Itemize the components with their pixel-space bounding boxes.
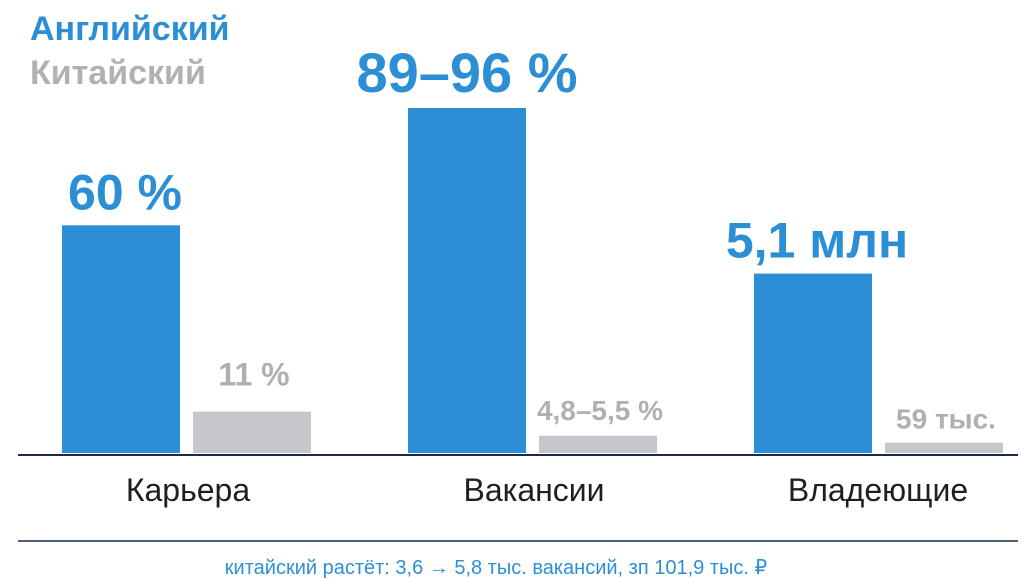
bar-english-speakers [754,273,872,453]
bar-english-vacancies [408,108,526,453]
value-label-english-speakers: 5,1 млн [726,213,908,269]
footnote: китайский растёт: 3,6 → 5,8 тыс. ваканси… [225,557,768,579]
legend: Английский Китайский [30,10,230,92]
category-label-speakers: Владеющие [788,472,968,508]
value-label-english-vacancies: 89–96 % [356,41,577,104]
category-label-career: Карьера [126,472,251,508]
bar-chinese-speakers [885,442,1003,453]
bar-chinese-vacancies [539,435,657,453]
legend-entry-chinese: Китайский [30,54,206,92]
bar-english-career [62,225,180,453]
value-label-english-career: 60 % [68,164,182,220]
bar-chinese-career [193,411,311,453]
bars [62,108,1003,453]
value-label-chinese-vacancies: 4,8–5,5 % [537,395,663,426]
category-label-vacancies: Вакансии [463,472,604,508]
value-label-chinese-career: 11 % [218,357,289,393]
value-label-chinese-speakers: 59 тыс. [896,404,996,435]
legend-entry-english: Английский [30,10,230,48]
category-labels: Карьера Вакансии Владеющие [126,472,968,508]
value-labels: 60 % 11 % 89–96 % 4,8–5,5 % 5,1 млн 59 тыс. [68,41,996,435]
